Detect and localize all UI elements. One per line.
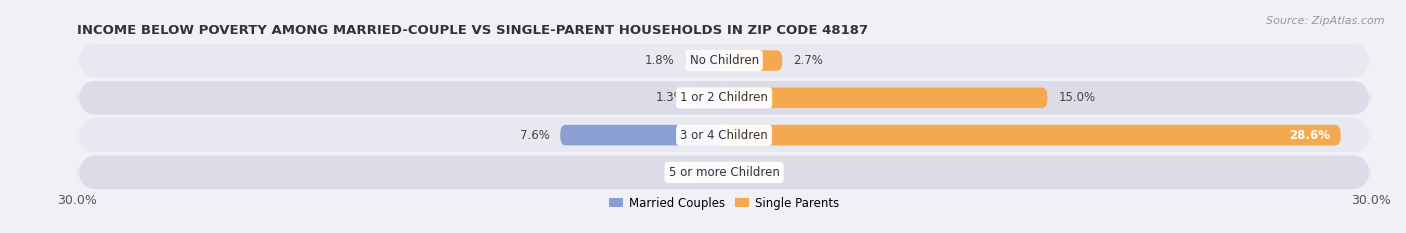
- Text: 5 or more Children: 5 or more Children: [669, 166, 779, 179]
- FancyBboxPatch shape: [560, 125, 724, 145]
- FancyBboxPatch shape: [77, 156, 1371, 189]
- Text: 3 or 4 Children: 3 or 4 Children: [681, 129, 768, 142]
- Text: 1.8%: 1.8%: [645, 54, 675, 67]
- FancyBboxPatch shape: [724, 50, 782, 71]
- FancyBboxPatch shape: [696, 88, 724, 108]
- Text: 1.3%: 1.3%: [655, 91, 685, 104]
- FancyBboxPatch shape: [724, 162, 756, 183]
- Text: 28.6%: 28.6%: [1289, 129, 1330, 142]
- Text: 15.0%: 15.0%: [1059, 91, 1095, 104]
- Text: 1 or 2 Children: 1 or 2 Children: [681, 91, 768, 104]
- Text: No Children: No Children: [689, 54, 759, 67]
- FancyBboxPatch shape: [77, 44, 1371, 77]
- Text: Source: ZipAtlas.com: Source: ZipAtlas.com: [1267, 16, 1385, 26]
- Legend: Married Couples, Single Parents: Married Couples, Single Parents: [607, 194, 841, 212]
- FancyBboxPatch shape: [724, 125, 1341, 145]
- FancyBboxPatch shape: [724, 88, 1047, 108]
- FancyBboxPatch shape: [685, 50, 724, 71]
- Text: INCOME BELOW POVERTY AMONG MARRIED-COUPLE VS SINGLE-PARENT HOUSEHOLDS IN ZIP COD: INCOME BELOW POVERTY AMONG MARRIED-COUPL…: [77, 24, 869, 37]
- Text: 0.0%: 0.0%: [683, 166, 713, 179]
- Text: 7.6%: 7.6%: [520, 129, 550, 142]
- Text: 2.7%: 2.7%: [793, 54, 823, 67]
- Text: 0.0%: 0.0%: [735, 166, 765, 179]
- FancyBboxPatch shape: [77, 118, 1371, 152]
- FancyBboxPatch shape: [77, 81, 1371, 115]
- FancyBboxPatch shape: [692, 162, 724, 183]
